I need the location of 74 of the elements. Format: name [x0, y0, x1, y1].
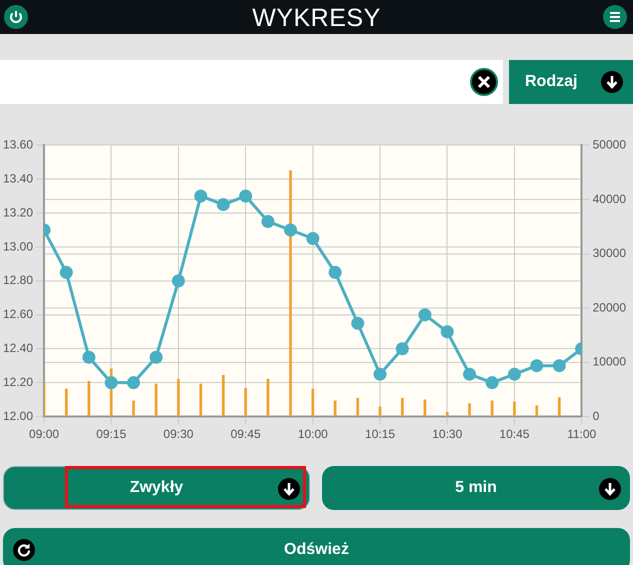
point [150, 350, 163, 364]
x-tick-label: 10:45 [499, 427, 530, 442]
bar [289, 170, 292, 416]
y2-tick-label: 30000 [592, 246, 626, 260]
y2-tick-label: 20000 [592, 300, 626, 314]
point [552, 359, 566, 372]
point [351, 316, 364, 330]
point [216, 198, 230, 212]
point [194, 190, 208, 203]
y-tick-label: 13.20 [3, 205, 34, 220]
bar [490, 400, 494, 416]
point [306, 232, 320, 245]
point [396, 342, 409, 356]
point [440, 325, 454, 338]
y-tick-label: 12.80 [3, 273, 34, 288]
y-tick-label: 12.60 [3, 307, 34, 322]
x-tick-label: 09:30 [163, 427, 194, 442]
bar [356, 398, 360, 416]
bar [446, 412, 449, 416]
y-tick-label: 12.00 [3, 408, 34, 423]
bar [424, 399, 426, 416]
bar [88, 380, 90, 416]
point [530, 359, 544, 372]
bar [132, 400, 135, 416]
point [418, 308, 432, 322]
bar [535, 405, 538, 416]
bar [65, 388, 68, 416]
x-tick-label: 09:00 [29, 427, 60, 442]
bar [334, 400, 336, 416]
text: Odśwież [3, 528, 630, 565]
x-tick-label: 09:15 [96, 427, 127, 442]
y2-tick-label: 10000 [592, 354, 626, 369]
y-tick-label: 12.40 [3, 341, 34, 356]
point [172, 274, 185, 288]
text: Rodzaj [509, 60, 633, 104]
x-tick-label: 10:15 [365, 427, 396, 442]
bar [468, 403, 471, 416]
bar [401, 398, 404, 416]
y-tick-label: 13.40 [3, 171, 34, 186]
point [374, 368, 387, 381]
chart-title: WYKRESY [0, 0, 633, 34]
text: Zwykły [3, 466, 310, 510]
point [486, 376, 499, 390]
y2-tick-label: 0 [592, 408, 600, 423]
y-tick-label: 12.20 [3, 374, 34, 389]
bar [177, 378, 180, 416]
point [127, 376, 140, 390]
bar [558, 397, 561, 416]
y-tick-label: 13.60 [3, 138, 34, 152]
bar [513, 402, 516, 416]
y2-tick-label: 50000 [592, 138, 626, 152]
point [463, 368, 476, 381]
x-tick-label: 10:30 [432, 427, 463, 442]
point [60, 266, 73, 279]
point [328, 266, 342, 279]
point [508, 368, 521, 381]
bar [222, 375, 225, 416]
y2-tick-label: 40000 [592, 192, 626, 206]
point [261, 215, 274, 228]
text: 5 min [322, 466, 630, 510]
point [284, 224, 298, 237]
point [239, 190, 252, 203]
y-tick-label: 13.00 [3, 239, 34, 254]
bar [244, 388, 247, 416]
x-tick-label: 11:00 [567, 427, 597, 442]
bar [199, 384, 202, 416]
bar [312, 388, 314, 416]
x-tick-label: 09:45 [230, 427, 261, 442]
bar [378, 406, 382, 416]
x-tick-label: 10:00 [298, 427, 328, 442]
bar [266, 378, 270, 416]
point [82, 350, 96, 364]
point [104, 376, 118, 390]
bar [154, 384, 158, 416]
